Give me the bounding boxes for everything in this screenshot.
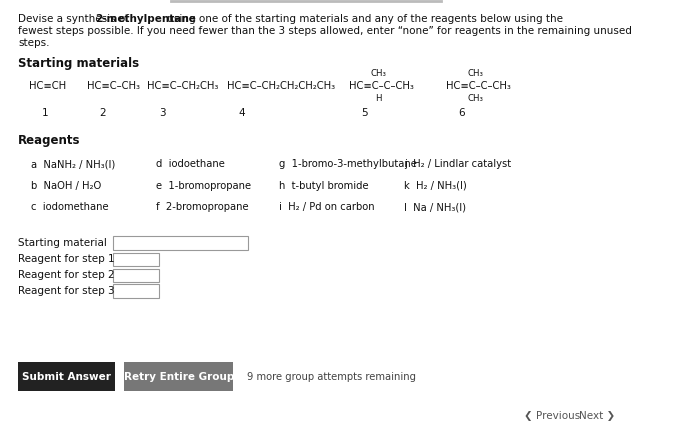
Text: e  1-bromopropane: e 1-bromopropane xyxy=(156,181,251,191)
Text: j  H₂ / Lindlar catalyst: j H₂ / Lindlar catalyst xyxy=(404,159,511,169)
Text: Reagent for step 2: Reagent for step 2 xyxy=(18,270,115,280)
Text: CH₃: CH₃ xyxy=(370,70,386,78)
Text: 2-methylpentane: 2-methylpentane xyxy=(95,14,196,24)
Text: HC≡C–CH₃: HC≡C–CH₃ xyxy=(87,81,140,91)
Text: HC≡CH: HC≡CH xyxy=(29,81,66,91)
FancyBboxPatch shape xyxy=(113,285,159,298)
FancyBboxPatch shape xyxy=(125,362,233,391)
Text: g  1-bromo-3-methylbutane: g 1-bromo-3-methylbutane xyxy=(279,159,416,169)
Text: 2: 2 xyxy=(99,108,106,118)
Text: ❮ Previous: ❮ Previous xyxy=(524,411,580,421)
Text: Next ❯: Next ❯ xyxy=(579,411,615,421)
Text: Reagent for step 1: Reagent for step 1 xyxy=(18,254,115,264)
Text: fewest steps possible. If you need fewer than the 3 steps allowed, enter “none” : fewest steps possible. If you need fewer… xyxy=(18,26,632,36)
Text: HC≡C–C–CH₃: HC≡C–C–CH₃ xyxy=(446,81,511,91)
Text: Starting material: Starting material xyxy=(18,238,107,248)
Text: steps.: steps. xyxy=(18,38,50,48)
Text: i  H₂ / Pd on carbon: i H₂ / Pd on carbon xyxy=(279,202,374,212)
Text: CH₃: CH₃ xyxy=(467,70,483,78)
Text: 4: 4 xyxy=(239,108,245,118)
Text: using one of the starting materials and any of the reagents below using the: using one of the starting materials and … xyxy=(164,14,563,24)
Text: CH₃: CH₃ xyxy=(467,95,483,103)
FancyBboxPatch shape xyxy=(113,236,248,250)
Text: 6: 6 xyxy=(458,108,464,118)
Text: d  iodoethane: d iodoethane xyxy=(156,159,225,169)
Text: HC≡C–CH₂CH₂CH₂CH₃: HC≡C–CH₂CH₂CH₂CH₃ xyxy=(227,81,335,91)
Text: h  t-butyl bromide: h t-butyl bromide xyxy=(279,181,368,191)
Text: H: H xyxy=(375,95,382,103)
Text: 9 more group attempts remaining: 9 more group attempts remaining xyxy=(247,372,416,382)
Text: Retry Entire Group: Retry Entire Group xyxy=(124,372,234,382)
Text: f  2-bromopropane: f 2-bromopropane xyxy=(156,202,248,212)
Text: c  iodomethane: c iodomethane xyxy=(31,202,108,212)
Text: b  NaOH / H₂O: b NaOH / H₂O xyxy=(31,181,101,191)
Text: 1: 1 xyxy=(41,108,48,118)
Text: 3: 3 xyxy=(159,108,166,118)
Text: l  Na / NH₃(l): l Na / NH₃(l) xyxy=(404,202,466,212)
Text: k  H₂ / NH₃(l): k H₂ / NH₃(l) xyxy=(404,181,467,191)
Text: Reagent for step 3: Reagent for step 3 xyxy=(18,286,115,296)
Text: a  NaNH₂ / NH₃(l): a NaNH₂ / NH₃(l) xyxy=(31,159,115,169)
Text: Devise a synthesis of: Devise a synthesis of xyxy=(18,14,132,24)
FancyBboxPatch shape xyxy=(18,362,115,391)
Text: Reagents: Reagents xyxy=(18,134,81,147)
Text: Submit Answer: Submit Answer xyxy=(22,372,111,382)
FancyBboxPatch shape xyxy=(113,268,159,282)
FancyBboxPatch shape xyxy=(113,253,159,266)
Text: 5: 5 xyxy=(361,108,368,118)
Text: HC≡C–CH₂CH₃: HC≡C–CH₂CH₃ xyxy=(147,81,218,91)
Text: Starting materials: Starting materials xyxy=(18,57,139,70)
Text: HC≡C–C–CH₃: HC≡C–C–CH₃ xyxy=(349,81,414,91)
